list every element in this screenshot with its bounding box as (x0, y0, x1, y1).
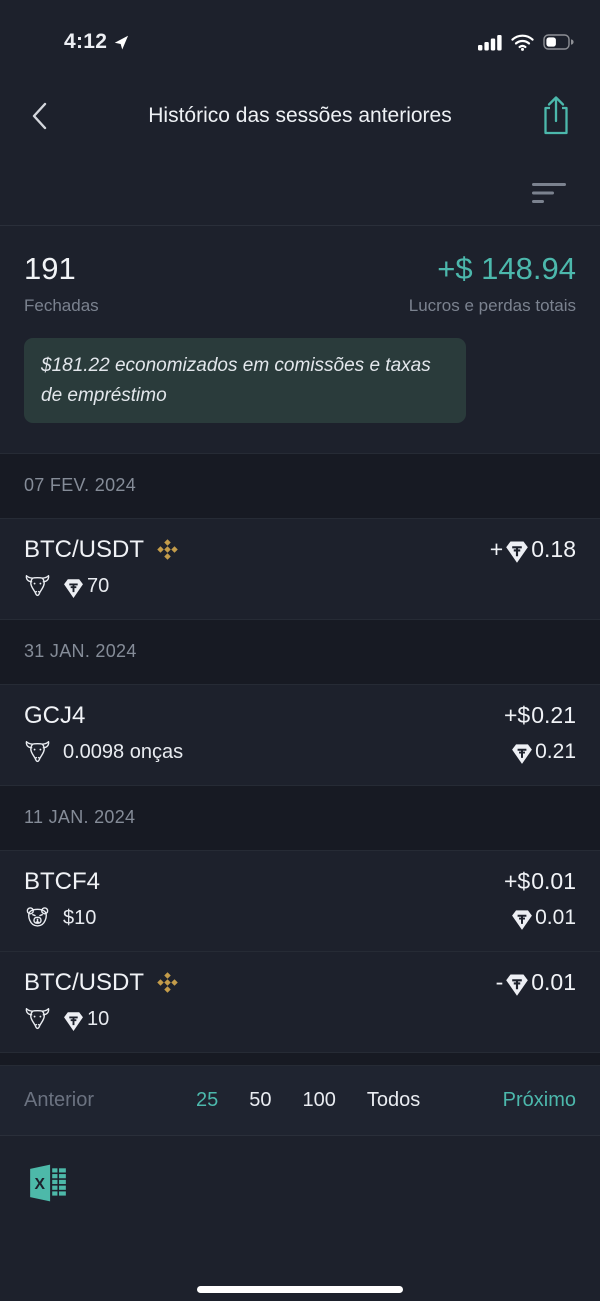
date-label: 31 JAN. 2024 (24, 641, 137, 662)
usdt-shield-icon (63, 1011, 86, 1031)
trade-size: $10 (63, 906, 97, 929)
trade-pl: - 0.01 (496, 969, 576, 996)
trade-symbol: BTC/USDT (24, 535, 144, 563)
page-title: Histórico das sessões anteriores (148, 104, 452, 127)
pl-value: 0.18 (531, 536, 576, 563)
binance-icon (157, 972, 178, 994)
trade-row[interactable]: BTCF4 +$ 0.01 (0, 851, 600, 951)
secondary-value: 0.01 (535, 906, 576, 930)
pagination-bar: Anterior 25 50 100 Todos Próximo (0, 1065, 600, 1136)
total-pl-value: +$ 148.94 (437, 251, 576, 286)
trade-pl: +$ 0.21 (504, 702, 576, 729)
pl-value: 0.01 (531, 969, 576, 996)
sessions-list: 07 FEV. 2024 BTC/USDT + (0, 452, 600, 1052)
trade-size: 10 (87, 1007, 110, 1030)
pl-value: 0.21 (531, 702, 576, 729)
pl-sign: +$ (504, 702, 531, 729)
trade-row[interactable]: BTC/USDT - (0, 950, 600, 1052)
pl-value: 0.01 (531, 868, 576, 895)
status-bar: 4:12 (0, 0, 600, 70)
usdt-shield-icon (63, 578, 86, 598)
date-header: 11 JAN. 2024 (0, 784, 600, 851)
session-section: 07 FEV. 2024 BTC/USDT + (0, 452, 600, 619)
bear-icon (24, 905, 51, 932)
back-chevron-icon (29, 101, 51, 131)
export-excel-button[interactable]: X (28, 1162, 72, 1206)
trade-size: 70 (87, 574, 110, 597)
cellular-signal-icon (478, 34, 502, 51)
usdt-shield-icon (504, 973, 530, 996)
location-arrow-icon (114, 35, 129, 50)
savings-note: $181.22 economizados em comissões e taxa… (24, 338, 466, 423)
session-section: 31 JAN. 2024 GCJ4 +$ 0.21 (0, 618, 600, 785)
date-label: 07 FEV. 2024 (24, 475, 137, 496)
page-size-options: 25 50 100 Todos (196, 1089, 420, 1112)
trade-symbol: GCJ4 (24, 701, 86, 729)
battery-icon (543, 34, 574, 50)
trade-symbol: BTCF4 (24, 867, 101, 895)
home-indicator (197, 1286, 403, 1293)
trade-row[interactable]: GCJ4 +$ 0.21 (0, 685, 600, 785)
trade-pl: +$ 0.01 (504, 868, 576, 895)
pl-sign: +$ (504, 868, 531, 895)
date-header: 07 FEV. 2024 (0, 452, 600, 519)
trade-rows: BTCF4 +$ 0.01 (0, 851, 600, 1052)
sort-button[interactable] (532, 179, 572, 209)
page-size-option[interactable]: 25 (196, 1088, 219, 1111)
session-section: 11 JAN. 2024 BTCF4 +$ 0.01 (0, 784, 600, 1052)
usdt-shield-icon (511, 909, 534, 931)
page-size-option[interactable]: Todos (366, 1088, 421, 1111)
trade-symbol: BTC/USDT (24, 968, 144, 996)
trade-size: 0.0098 onças (63, 740, 184, 763)
previous-page-button[interactable]: Anterior (24, 1088, 95, 1111)
trade-secondary-pl: 0.01 (511, 906, 576, 931)
wifi-icon (511, 34, 534, 51)
clock: 4:12 (64, 30, 108, 53)
usdt-shield-icon (511, 743, 534, 765)
total-pl-label: Lucros e perdas totais (408, 296, 576, 316)
trade-row[interactable]: BTC/USDT + (0, 519, 600, 619)
toolbar (0, 162, 600, 226)
trade-rows: BTC/USDT + (0, 519, 600, 619)
next-page-button[interactable]: Próximo (502, 1088, 576, 1111)
excel-icon: X (28, 1162, 72, 1204)
sort-lines-icon (532, 183, 567, 204)
date-header: 31 JAN. 2024 (0, 618, 600, 685)
pl-sign: + (489, 536, 504, 563)
binance-icon (157, 539, 178, 561)
section-gap (0, 1051, 600, 1066)
bull-icon (24, 573, 51, 600)
share-icon (538, 94, 574, 138)
closed-label: Fechadas (24, 296, 99, 316)
closed-count: 191 (24, 251, 76, 286)
trade-rows: GCJ4 +$ 0.21 (0, 685, 600, 785)
date-label: 11 JAN. 2024 (24, 807, 136, 828)
trade-pl: + 0.18 (490, 536, 576, 563)
secondary-value: 0.21 (535, 740, 576, 764)
usdt-shield-icon (504, 540, 530, 563)
share-button[interactable] (534, 90, 578, 142)
page-size-option[interactable]: 50 (249, 1088, 272, 1111)
page-size-option[interactable]: 100 (302, 1088, 336, 1111)
bull-icon (24, 1006, 51, 1033)
trade-secondary-pl: 0.21 (511, 740, 576, 765)
pl-sign: - (495, 969, 504, 996)
summary-panel: 191 Fechadas +$ 148.94 Lucros e perdas t… (0, 226, 600, 453)
back-button[interactable] (22, 98, 58, 134)
svg-text:X: X (35, 1176, 46, 1193)
nav-header: Histórico das sessões anteriores (0, 70, 600, 162)
bull-icon (24, 739, 51, 766)
export-area: X (0, 1136, 600, 1206)
